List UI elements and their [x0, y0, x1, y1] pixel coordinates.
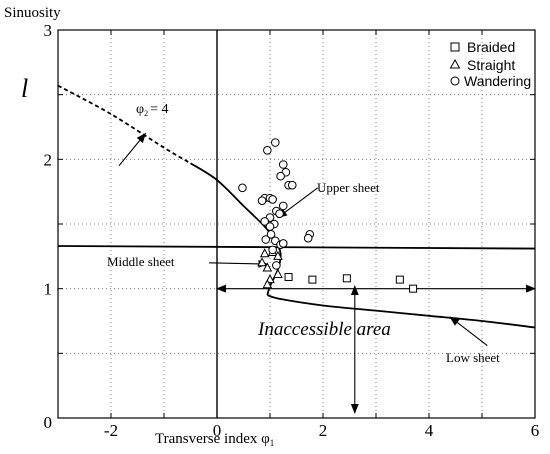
legend-marker-square	[450, 42, 460, 52]
wandering-point	[265, 222, 275, 231]
legend-label-straight: Straight	[467, 57, 515, 73]
braided-point	[395, 275, 404, 284]
straight-point	[257, 257, 267, 267]
low-sheet-curve	[267, 294, 536, 329]
wandering-point	[278, 201, 288, 211]
straight-point	[259, 248, 270, 258]
phi2-value: = 4	[150, 102, 168, 117]
wandering-point	[257, 196, 267, 206]
upper-sheet-label: Upper sheet	[317, 180, 380, 195]
wandering-point	[268, 195, 277, 204]
straight-point	[273, 250, 283, 260]
x-tick-label: 6	[531, 421, 540, 440]
y-axis-label: Sinuosity	[4, 5, 61, 21]
braided-point	[284, 273, 293, 282]
middle-sheet-arrow	[209, 259, 269, 268]
data-points	[238, 138, 418, 293]
wandering-point	[278, 239, 288, 248]
straight-point	[262, 279, 273, 289]
y-tick-label: 3	[44, 21, 53, 40]
wandering-point	[263, 145, 272, 155]
wandering-point	[303, 233, 313, 243]
braided-point	[342, 274, 351, 283]
phi2-symbol: φ	[136, 102, 144, 117]
wandering-point	[261, 235, 271, 244]
legend-label-wandering: Wandering	[464, 73, 531, 89]
tick-labels: -2 2 4 6 1 2 3 0 0	[44, 21, 540, 440]
legend-label-braided: Braided	[467, 39, 515, 55]
wandering-point	[260, 217, 270, 226]
legend-marker-triangle	[449, 58, 461, 69]
straight-point	[262, 262, 273, 272]
wandering-point	[266, 230, 276, 239]
middle-sheet-label: Middle sheet	[107, 254, 175, 269]
wandering-point	[275, 209, 284, 218]
upper-sheet-arrow	[277, 187, 319, 219]
wandering-point	[278, 160, 288, 169]
phi2-subscript: 2	[144, 109, 148, 118]
y-axis-symbol: l	[21, 74, 28, 103]
x-tick-label: 4	[425, 421, 434, 440]
phi2-annotation: φ2 = 4	[136, 102, 169, 118]
wandering-point	[272, 261, 281, 270]
x-axis-label: Transverse index φ1	[155, 431, 274, 448]
wandering-point	[276, 171, 285, 181]
low-sheet-arrow	[449, 316, 488, 347]
x-axis-label-subscript: 1	[270, 438, 275, 448]
x-axis-label-text: Transverse index φ	[155, 431, 270, 447]
legend-marker-circle	[450, 76, 460, 86]
gridlines	[58, 30, 535, 418]
braided-point	[308, 275, 317, 284]
low-sheet-label: Low sheet	[446, 350, 500, 365]
braided-point	[409, 284, 418, 293]
wandering-point	[287, 180, 297, 190]
phi2-arrow	[118, 132, 147, 167]
wandering-point	[238, 183, 247, 193]
straight-point	[273, 268, 283, 278]
wandering-point	[268, 245, 277, 255]
x-tick-label: 0	[213, 421, 222, 440]
wandering-point	[271, 138, 280, 147]
legend: Braided Straight Wandering	[449, 39, 531, 89]
y-tick-label: 1	[44, 280, 53, 299]
x-tick-label: 2	[319, 421, 328, 440]
annotation-arrows	[118, 132, 536, 414]
x-tick-label: -2	[104, 421, 118, 440]
curves	[57, 84, 536, 329]
phi2-curve	[57, 84, 191, 164]
inaccessible-area-label: Inaccessible area	[257, 319, 391, 340]
y-tick-label: 2	[44, 150, 53, 169]
middle-sheet-line	[57, 245, 536, 250]
origin-label: 0	[44, 413, 53, 432]
